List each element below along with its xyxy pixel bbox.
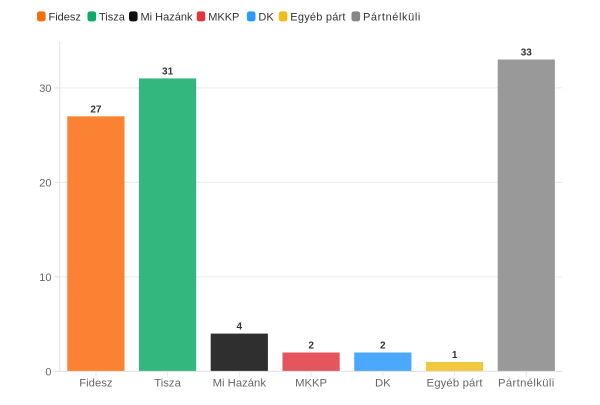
svg-text:31: 31	[162, 66, 174, 77]
svg-text:Pártnélküli: Pártnélküli	[363, 12, 421, 24]
svg-text:2: 2	[308, 341, 314, 352]
svg-text:MKKP: MKKP	[295, 377, 327, 389]
svg-text:1: 1	[452, 350, 458, 361]
svg-text:30: 30	[39, 83, 51, 95]
svg-text:Egyéb párt: Egyéb párt	[290, 12, 345, 24]
svg-text:4: 4	[237, 322, 243, 333]
svg-text:MKKP: MKKP	[208, 12, 239, 24]
svg-text:Egyéb párt: Egyéb párt	[427, 377, 484, 389]
svg-text:DK: DK	[258, 12, 274, 24]
svg-text:33: 33	[521, 48, 533, 59]
svg-text:DK: DK	[375, 377, 391, 389]
svg-text:Mi Hazánk: Mi Hazánk	[141, 12, 193, 24]
svg-text:Tisza: Tisza	[99, 12, 126, 24]
svg-text:10: 10	[39, 272, 51, 284]
svg-text:Fidesz: Fidesz	[49, 12, 81, 24]
svg-text:Mi Hazánk: Mi Hazánk	[213, 377, 267, 389]
svg-text:0: 0	[45, 366, 51, 378]
svg-text:2: 2	[380, 341, 386, 352]
svg-text:Tisza: Tisza	[154, 377, 181, 389]
svg-text:Pártnélküli: Pártnélküli	[498, 377, 555, 389]
svg-text:20: 20	[39, 177, 51, 189]
svg-text:Fidesz: Fidesz	[79, 377, 113, 389]
svg-text:27: 27	[90, 104, 102, 115]
